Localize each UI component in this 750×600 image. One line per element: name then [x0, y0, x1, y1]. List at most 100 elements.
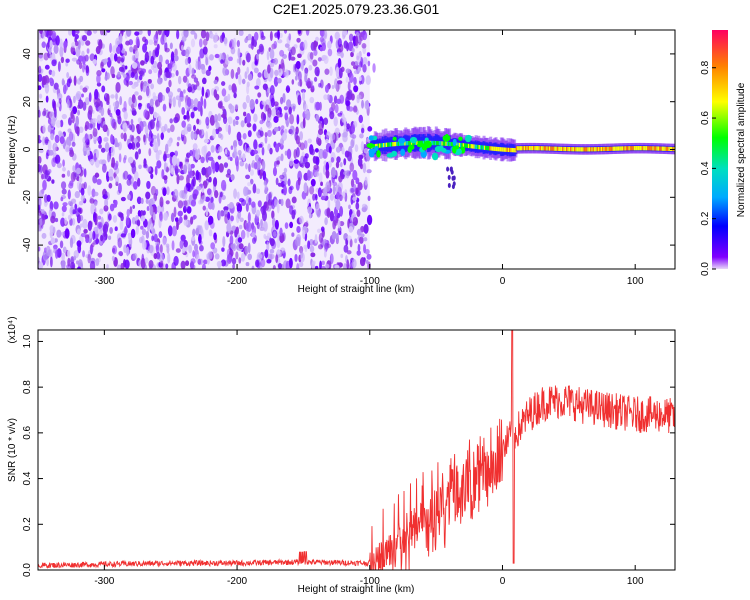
signal-core: [398, 141, 402, 146]
noise-cell: [313, 41, 317, 52]
noise-cell: [241, 78, 246, 85]
noise-cell: [170, 212, 175, 223]
noise-cell: [149, 119, 155, 130]
noise-cell: [311, 260, 316, 265]
noise-cell: [65, 136, 72, 148]
signal-core: [377, 143, 381, 148]
noise-cell: [164, 143, 169, 154]
noise-cell: [244, 37, 248, 43]
signal-core: [643, 146, 646, 151]
noise-cell: [226, 168, 232, 176]
noise-cell: [242, 101, 247, 110]
signal-core: [604, 146, 608, 152]
spectrogram-y-label: Frequency (Hz): [7, 116, 18, 185]
noise-cell: [193, 106, 198, 111]
noise-cell: [235, 72, 239, 80]
noise-cell: [345, 76, 349, 83]
noise-cell: [335, 66, 340, 78]
noise-cell: [41, 232, 47, 239]
x-tick-label: -100: [360, 576, 380, 587]
noise-cell: [220, 179, 227, 191]
noise-cell: [332, 185, 336, 196]
noise-cell: [356, 228, 362, 236]
noise-cell: [168, 95, 173, 104]
noise-cell: [134, 91, 139, 96]
noise-cell: [285, 198, 291, 209]
noise-cell: [208, 176, 212, 183]
noise-cell: [300, 88, 307, 93]
noise-cell: [63, 40, 68, 49]
noise-cell: [62, 202, 68, 207]
signal-core: [529, 146, 532, 151]
noise-cell: [366, 253, 372, 260]
signal-core: [602, 146, 605, 152]
noise-cell: [200, 96, 204, 107]
noise-cell: [227, 116, 233, 125]
noise-cell: [69, 180, 74, 187]
signal-core: [463, 143, 467, 148]
noise-cell: [197, 258, 202, 265]
noise-cell: [92, 30, 98, 34]
noise-cell: [183, 164, 188, 174]
noise-cell: [233, 188, 238, 199]
noise-cell: [183, 185, 188, 195]
noise-cell: [234, 103, 239, 110]
noise-cell: [337, 38, 342, 48]
signal-core: [559, 146, 563, 152]
signal-core: [609, 146, 613, 151]
noise-cell: [150, 197, 156, 205]
signal-spot: [452, 146, 457, 154]
noise-cell: [136, 196, 142, 205]
signal-core: [595, 147, 598, 152]
noise-cell: [191, 67, 195, 77]
noise-cell: [274, 219, 279, 230]
noise-cell: [38, 246, 41, 252]
noise-cell: [273, 126, 279, 132]
noise-cell: [256, 188, 261, 195]
signal-core: [400, 141, 403, 146]
noise-cell: [95, 149, 100, 159]
noise-cell: [263, 180, 267, 186]
noise-cell: [339, 161, 343, 168]
noise-cell: [318, 232, 324, 243]
stray-blob: [452, 175, 456, 181]
noise-cell: [256, 131, 260, 137]
noise-cell: [246, 147, 252, 154]
noise-cell: [75, 115, 79, 127]
noise-cell: [146, 102, 151, 109]
signal-core: [539, 146, 543, 151]
noise-cell: [88, 105, 93, 115]
noise-cell: [171, 240, 175, 251]
noise-cell: [197, 101, 202, 112]
noise-cell: [128, 156, 134, 164]
noise-cell: [285, 85, 291, 94]
signal-core: [587, 147, 591, 152]
noise-cell: [213, 79, 218, 85]
noise-cell: [229, 156, 233, 162]
noise-cell: [339, 205, 344, 217]
noise-cell: [75, 167, 82, 175]
noise-cell: [295, 147, 300, 158]
noise-cell: [108, 104, 112, 110]
noise-cell: [112, 203, 118, 208]
noise-cell: [232, 140, 238, 149]
noise-cell: [200, 156, 205, 164]
noise-cell: [123, 132, 127, 142]
noise-cell: [352, 65, 358, 70]
noise-cell: [214, 113, 218, 123]
noise-cell: [206, 188, 212, 196]
noise-cell: [150, 55, 155, 65]
noise-cell: [96, 178, 102, 185]
noise-cell: [64, 217, 68, 225]
noise-cell: [153, 233, 158, 243]
noise-cell: [121, 48, 126, 54]
noise-cell: [170, 124, 175, 133]
noise-cell: [340, 253, 344, 259]
signal-core: [563, 146, 567, 152]
noise-cell: [154, 165, 158, 176]
signal-core: [481, 145, 484, 150]
noise-cell: [96, 98, 101, 107]
signal-core: [522, 146, 525, 151]
noise-cell: [256, 53, 259, 60]
noise-cell: [264, 249, 269, 259]
